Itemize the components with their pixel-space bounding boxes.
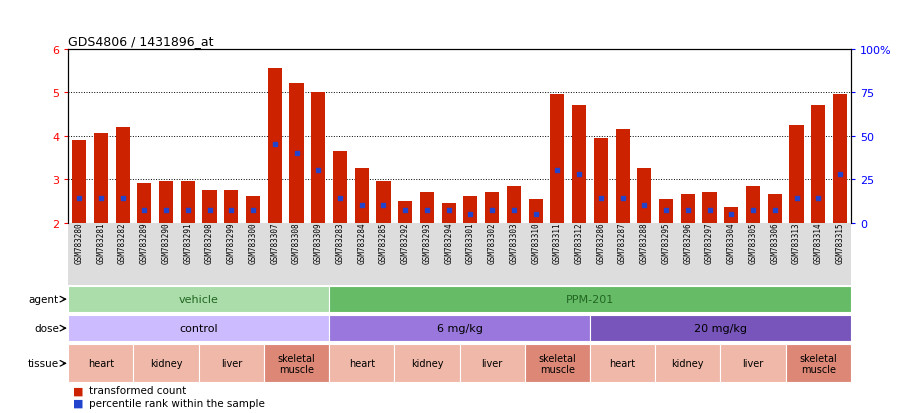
Bar [181, 182, 195, 223]
Bar [746, 186, 760, 223]
Text: skeletal
muscle: skeletal muscle [539, 353, 576, 374]
Bar [721, 344, 785, 382]
Bar [329, 344, 394, 382]
Bar [441, 204, 456, 223]
Bar [333, 152, 347, 223]
Bar [420, 192, 434, 223]
Bar [572, 106, 586, 223]
Text: 20 mg/kg: 20 mg/kg [694, 323, 747, 333]
Bar [224, 190, 238, 223]
Bar [94, 134, 108, 223]
Text: percentile rank within the sample: percentile rank within the sample [89, 398, 265, 408]
Bar [507, 186, 521, 223]
Bar [203, 190, 217, 223]
Bar [311, 93, 325, 223]
Bar [134, 344, 198, 382]
Bar [681, 195, 695, 223]
Bar [377, 182, 390, 223]
Bar [724, 208, 738, 223]
Bar [655, 344, 721, 382]
Text: kidney: kidney [150, 358, 182, 368]
Bar [768, 195, 782, 223]
Text: dose: dose [34, 323, 59, 333]
Text: skeletal
muscle: skeletal muscle [278, 353, 316, 374]
Bar [137, 184, 151, 223]
Bar [637, 169, 652, 223]
Bar [659, 199, 673, 223]
Text: heart: heart [87, 358, 114, 368]
Bar [264, 344, 329, 382]
Bar [790, 126, 804, 223]
Bar [485, 192, 500, 223]
Bar [68, 315, 329, 342]
Text: ■: ■ [73, 385, 84, 395]
Bar [198, 344, 264, 382]
Bar [72, 141, 86, 223]
Text: kidney: kidney [410, 358, 443, 368]
Text: liver: liver [743, 358, 763, 368]
Text: tissue: tissue [27, 358, 59, 368]
Bar [525, 344, 590, 382]
Text: transformed count: transformed count [89, 385, 187, 395]
Bar [811, 106, 825, 223]
Bar [289, 84, 304, 223]
Text: GDS4806 / 1431896_at: GDS4806 / 1431896_at [68, 35, 214, 47]
Text: kidney: kidney [672, 358, 704, 368]
Bar [463, 197, 478, 223]
Text: heart: heart [610, 358, 636, 368]
Bar [594, 138, 608, 223]
Text: heart: heart [349, 358, 375, 368]
Bar [785, 344, 851, 382]
Text: agent: agent [29, 294, 59, 304]
Text: skeletal
muscle: skeletal muscle [799, 353, 837, 374]
Bar [529, 199, 542, 223]
Bar [460, 344, 525, 382]
Bar [159, 182, 173, 223]
Text: ■: ■ [73, 398, 84, 408]
Bar [615, 130, 630, 223]
Bar [399, 202, 412, 223]
Text: vehicle: vehicle [178, 294, 218, 304]
Text: 6 mg/kg: 6 mg/kg [437, 323, 482, 333]
Bar [833, 95, 847, 223]
Bar [703, 192, 716, 223]
Bar [68, 344, 134, 382]
Bar [590, 344, 655, 382]
Bar [355, 169, 369, 223]
Text: control: control [179, 323, 218, 333]
Bar [268, 69, 282, 223]
Bar [590, 315, 851, 342]
Bar [329, 286, 851, 313]
Bar [68, 286, 329, 313]
Bar [551, 95, 564, 223]
Bar [246, 197, 260, 223]
Text: PPM-201: PPM-201 [566, 294, 614, 304]
Bar [394, 344, 460, 382]
Text: liver: liver [220, 358, 242, 368]
Bar [116, 128, 129, 223]
Text: liver: liver [481, 358, 503, 368]
Bar [329, 315, 590, 342]
